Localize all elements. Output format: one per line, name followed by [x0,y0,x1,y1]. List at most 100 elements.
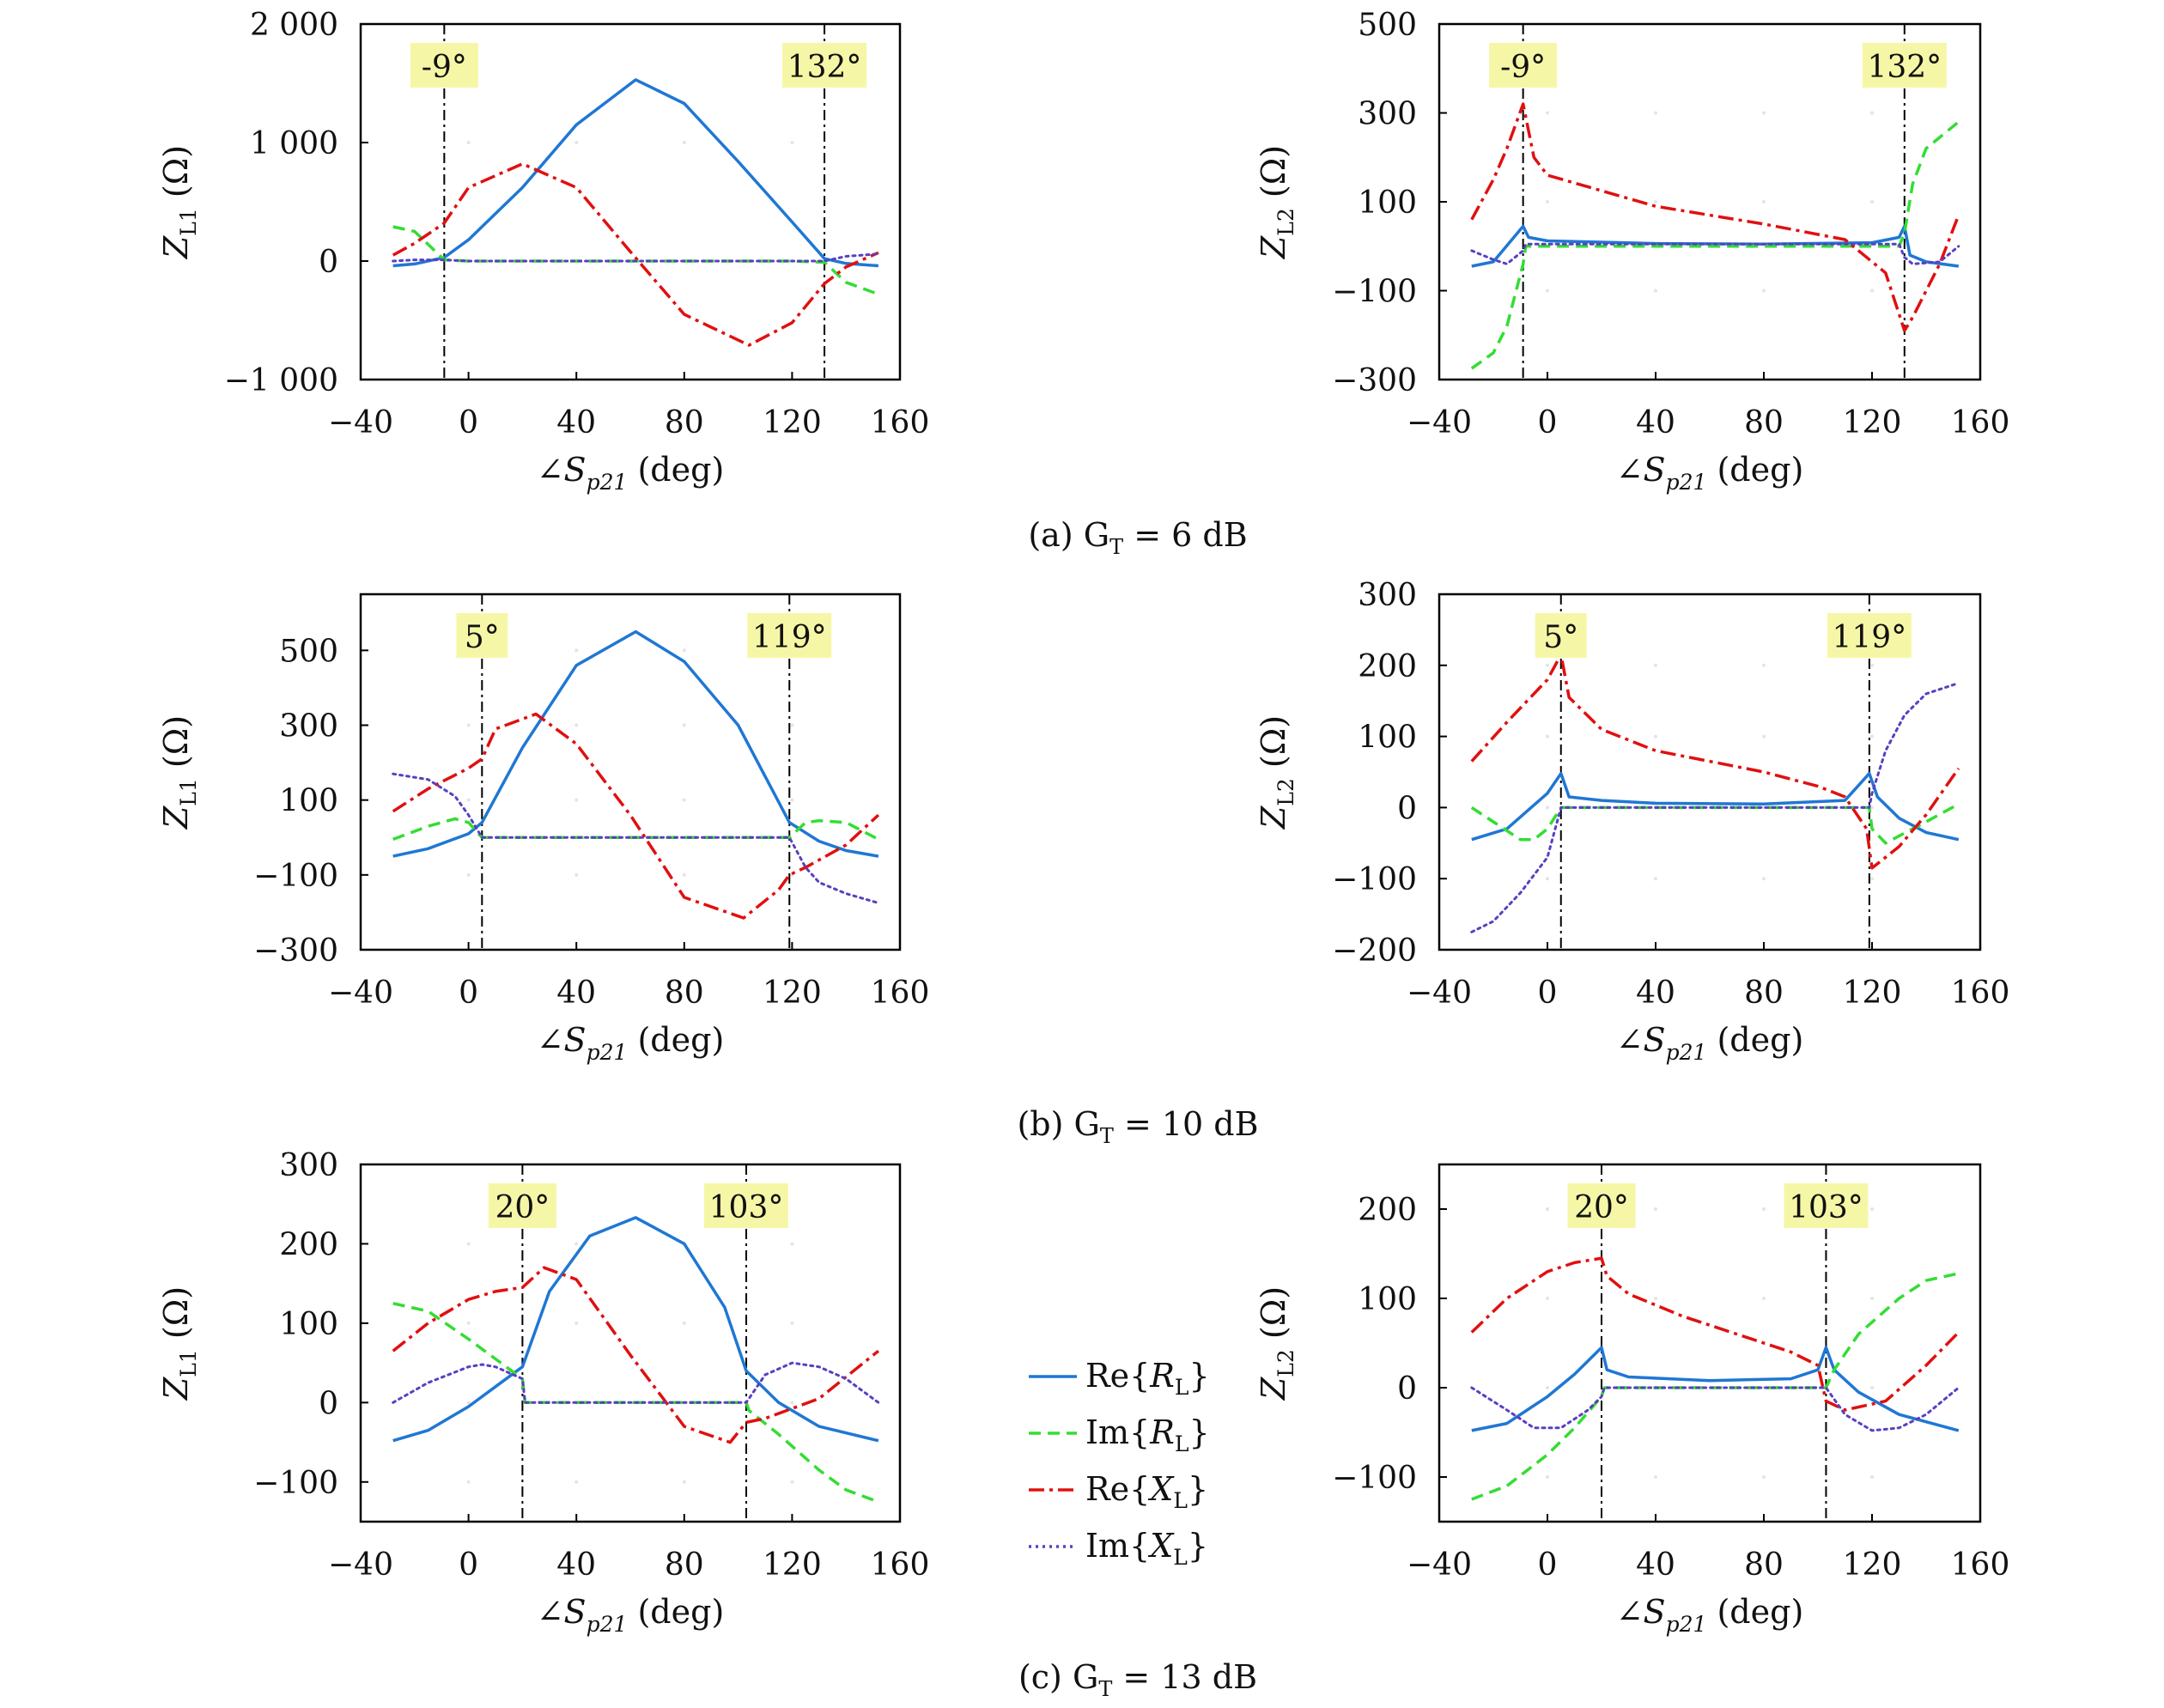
y-axis-label-sub: L2 [1273,778,1298,806]
x-axis-label-unit: (deg) [1706,1593,1803,1631]
x-tick-label: 80 [665,405,704,441]
legend-sub: L [1175,1431,1189,1456]
grid-dot [574,1242,579,1246]
marker-label-bg [704,1183,789,1228]
marker-label: 103° [1789,1190,1863,1225]
x-axis-label-unit: (deg) [627,1021,724,1059]
y-tick-label: 300 [279,709,338,745]
y-tick-label: 0 [319,245,338,280]
grid-dot [682,872,686,877]
x-axis-label-unit: (deg) [627,1593,724,1631]
series-im-r [1470,120,1960,370]
marker-label: -9° [1500,50,1546,85]
x-axis-label-sub: p21 [1666,1612,1707,1637]
y-tick-label: −300 [1332,363,1417,398]
y-tick-label: 200 [1358,649,1417,684]
x-tick-label: 120 [1843,405,1902,441]
series-im-x [392,252,880,263]
series-re-x [1470,1256,1960,1412]
x-tick-label: 80 [1744,1547,1784,1583]
marker-label: 20° [1574,1190,1629,1225]
caption-sub: T [1098,1677,1112,1701]
x-tick-label: 0 [459,1547,478,1583]
chart-panel-c-left: 20° 103° −40 0 40 80 120 160 −100 0 100 200 300 ∠Sp21… [157,1148,929,1637]
marker-label: 5° [1543,620,1578,655]
marker-label-bg [1535,613,1587,658]
grid-dot [1654,200,1657,204]
marker-label: 5° [465,620,500,655]
y-tick-label: 100 [1358,1282,1417,1317]
grid-dot [466,798,471,802]
marker-label-bg [1489,43,1558,88]
y-axis-label-sub: L2 [1273,1349,1298,1377]
grid-dot [574,872,579,877]
grid-dot [1870,734,1874,739]
series-re-r [392,629,879,858]
grid-dot [1546,1207,1549,1211]
x-tick-label: 0 [1538,405,1558,441]
plot-frame [1438,22,1982,381]
x-tick-label: 160 [1951,976,2010,1011]
grid-dot [466,1242,471,1246]
grid-dot [1762,877,1766,881]
x-axis-label-unit: (deg) [1706,451,1803,489]
chart-panel-b-left: 5° 119° −40 0 40 80 120 160 −300 −100 100 300 500 ∠Sp… [157,593,929,1065]
x-tick-label: 120 [763,405,822,441]
x-tick-label: 40 [556,405,596,441]
x-axis-label: ∠Sp21 (deg) [537,1021,725,1065]
grid-dot [790,141,794,144]
y-axis-label-unit: (Ω) [1255,715,1292,778]
caption-value: = 10 dB [1114,1105,1259,1143]
grid-dot [1870,289,1874,293]
y-tick-label: −300 [253,933,338,969]
grid-dot [1546,111,1549,115]
x-axis-label-main: ∠S [1616,451,1666,489]
grid-dot [1546,289,1549,293]
x-axis-label-sub: p21 [1666,1040,1707,1065]
grid-dot [1762,663,1766,667]
grid-dot [682,723,686,727]
x-tick-label: 40 [556,976,596,1011]
grid-dot [1546,1475,1549,1479]
y-tick-label: 0 [1397,1371,1417,1407]
x-tick-label: 120 [763,976,822,1011]
grid-dot [682,798,686,802]
x-tick-label: 120 [763,1547,822,1583]
legend-sub: L [1175,1375,1189,1400]
marker-label-bg [410,43,478,88]
y-axis-label: ZL2 (Ω) [1255,1286,1298,1401]
legend-prefix: Im{ [1085,1413,1150,1451]
chart-panel-a-left: -9° 132° −40 0 40 80 120 160 −1 000 0 1 000 2 000 ∠S… [157,8,929,495]
x-axis-label: ∠Sp21 (deg) [537,1593,725,1637]
legend-sub: L [1173,1545,1188,1570]
y-axis-label: ZL1 (Ω) [157,1286,201,1401]
x-tick-label: 40 [556,1547,596,1583]
x-axis-label-main: ∠S [537,1593,587,1631]
grid-dot [790,1480,794,1484]
x-tick-label: −40 [328,1547,393,1583]
x-tick-label: 80 [665,1547,704,1583]
y-axis-label-main: Z [1255,1377,1292,1401]
y-axis-label-sub: L1 [176,208,201,236]
y-tick-label: −100 [1332,862,1417,897]
marker-label: 132° [1867,50,1942,85]
legend-suffix: } [1189,1357,1210,1395]
marker-label: 119° [752,620,827,655]
grid-dot [1762,111,1766,115]
y-axis-label-sub: L2 [1273,208,1298,236]
grid-dot [1546,877,1549,881]
legend-label: Re{XL} [1085,1470,1208,1513]
legend-prefix: Re{ [1085,1470,1150,1508]
y-axis-label-unit: (Ω) [1255,145,1292,208]
x-tick-label: 40 [1636,405,1675,441]
y-axis-label: ZL2 (Ω) [1255,715,1298,830]
y-tick-label: 500 [1358,8,1417,43]
x-axis-label-sub: p21 [587,470,628,495]
y-tick-label: 1 000 [250,126,338,161]
y-axis-label-unit: (Ω) [157,1286,195,1349]
caption-label: (c) G [1018,1658,1098,1696]
x-axis-label: ∠Sp21 (deg) [1616,1021,1804,1065]
grid-dot [574,723,579,727]
grid-dot [1654,734,1657,739]
